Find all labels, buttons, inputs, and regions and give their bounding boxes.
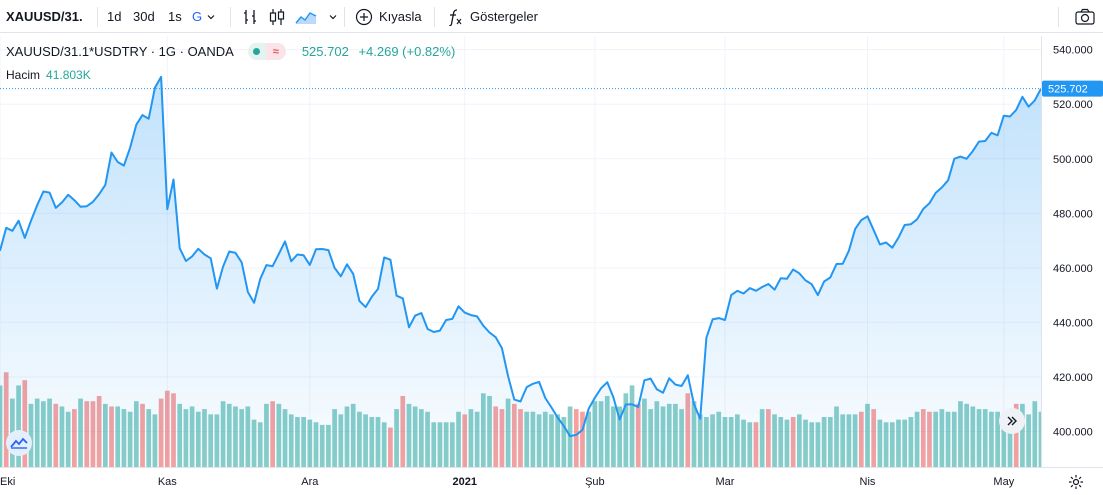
volume-label: Hacim	[6, 68, 41, 82]
interval-g[interactable]: G	[192, 9, 203, 24]
interval-dropdown-chevron-icon[interactable]	[206, 0, 216, 33]
x-tick-label: Nis	[860, 476, 876, 488]
y-tick-label: 400.000	[1053, 427, 1093, 439]
volume-legend: Hacim 41.803K	[6, 68, 91, 82]
symbol-search[interactable]: XAUUSD/31.	[6, 9, 83, 24]
x-tick-label: Mar	[716, 476, 735, 488]
x-tick-label: May	[993, 476, 1014, 488]
bar-chart-type-icon[interactable]	[241, 0, 259, 33]
status-pill[interactable]: ≈	[247, 43, 286, 60]
interval-30d[interactable]: 30d	[133, 9, 155, 24]
price-values: 525.702 +4.269 (+0.82%)	[302, 44, 461, 59]
x-tick-label: 2021	[452, 476, 476, 488]
candlestick-chart-type-icon[interactable]	[268, 0, 286, 33]
chart-type-dropdown-chevron-icon[interactable]	[328, 0, 338, 33]
y-tick-label: 500.000	[1053, 154, 1093, 166]
toolbar-divider	[434, 7, 435, 27]
toolbar-divider	[97, 7, 98, 27]
scroll-to-realtime-button[interactable]	[999, 408, 1025, 434]
y-tick-label: 480.000	[1053, 208, 1093, 220]
function-fx-icon	[448, 8, 462, 26]
data-delay-icon: ≈	[265, 43, 286, 60]
y-tick-label: 540.000	[1053, 45, 1093, 57]
y-tick-label: 440.000	[1053, 317, 1093, 329]
toolbar-divider	[1058, 7, 1059, 27]
x-tick-label: Eki	[0, 476, 15, 488]
price-area-fill	[0, 76, 1041, 468]
y-tick-label: 420.000	[1053, 372, 1093, 384]
interval-1s[interactable]: 1s	[168, 9, 182, 24]
price-line	[0, 75, 1042, 438]
x-tick-label: Şub	[585, 476, 605, 488]
double-chevron-right-icon	[1007, 416, 1017, 426]
y-tick-label: 520.000	[1053, 99, 1093, 111]
chart-legend-header: XAUUSD/31.1*USDTRY · 1G · OANDA ≈ 525.70…	[6, 43, 461, 60]
symbol-title[interactable]: XAUUSD/31.1*USDTRY · 1G · OANDA	[6, 44, 234, 59]
x-tick-label: Ara	[301, 476, 319, 488]
tradingview-logo-icon[interactable]	[6, 430, 32, 456]
last-price-tag-label: 525.702	[1048, 84, 1088, 96]
area-chart-type-icon[interactable]	[295, 0, 317, 33]
camera-icon[interactable]	[1075, 0, 1095, 33]
compare-label: Kıyasla	[379, 9, 422, 24]
toolbar-divider	[230, 7, 231, 27]
x-tick-label: Kas	[158, 476, 177, 488]
top-toolbar: XAUUSD/31. 1d 30d 1s G Kıyasla Göstergel…	[0, 0, 1103, 33]
last-price-tag	[1042, 80, 1103, 97]
chart-settings-gear-icon[interactable]	[1063, 469, 1089, 495]
last-price: 525.702	[301, 44, 349, 59]
price-change: +4.269 (+0.82%)	[358, 44, 456, 59]
y-tick-label: 460.000	[1053, 263, 1093, 275]
compare-button[interactable]: Kıyasla	[355, 0, 422, 33]
time-scale-background	[0, 467, 1041, 495]
toolbar-divider	[344, 7, 345, 27]
indicators-label: Göstergeler	[470, 9, 538, 24]
price-scale-background	[1041, 36, 1103, 495]
interval-1d[interactable]: 1d	[107, 9, 122, 24]
volume-value: 41.803K	[46, 68, 91, 82]
plus-circle-icon	[355, 8, 373, 25]
indicators-button[interactable]: Göstergeler	[446, 0, 538, 33]
market-status-dot-icon	[247, 43, 266, 60]
